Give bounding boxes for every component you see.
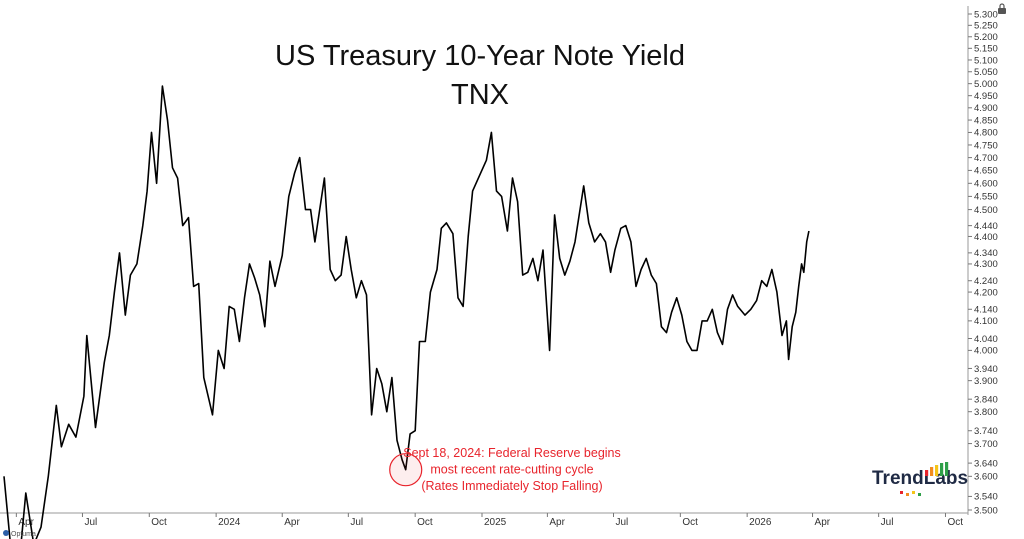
logo-bar [930,467,934,476]
logo-dot [900,491,903,494]
chart-title-group: US Treasury 10-Year Note Yield TNX [275,40,685,111]
y-tick-label: 5.100 [974,55,998,66]
logo-bar [945,462,949,476]
annotation-text-line: Sept 18, 2024: Federal Reserve begins [403,446,621,460]
y-tick-label: 4.700 [974,153,998,164]
y-tick-label: 4.600 [974,179,998,190]
y-tick-label: 4.950 [974,91,998,102]
x-tick-label: Apr [284,517,300,528]
y-tick-label: 3.600 [974,472,998,483]
y-tick-label: 4.200 [974,287,998,298]
x-tick-label: Jul [881,517,894,528]
x-axis-ticks: Apr Jul Oct 2024 Apr Jul Oct 2025 Apr Jul Oct 2026 A… [15,513,963,528]
optuma-label: Optuma [11,531,36,538]
logo-dot [912,491,915,494]
y-tick-label: 4.240 [974,276,998,287]
yield-line-series-0 [3,85,810,539]
y-tick-label: 5.250 [974,21,998,32]
y-tick-label: 5.300 [974,9,998,20]
y-tick-label: 4.800 [974,128,998,139]
lock-body [998,8,1006,14]
y-tick-label: 3.500 [974,505,998,516]
x-tick-label: Apr [549,517,565,528]
logo-bar [935,465,939,476]
annotation-text-line: most recent rate-cutting cycle [430,463,593,477]
lock-icon[interactable] [998,3,1006,14]
y-tick-label: 4.850 [974,115,998,126]
optuma-icon [3,530,9,536]
y-tick-label: 5.150 [974,44,998,55]
y-tick-label: 4.500 [974,205,998,216]
footer: Optuma [3,530,36,538]
x-tick-label: Oct [682,517,698,528]
y-tick-label: 3.740 [974,426,998,437]
logo-bar [940,463,944,476]
y-tick-label: 4.140 [974,305,998,316]
chart-title: US Treasury 10-Year Note Yield [275,40,685,72]
rate-cut-annotation: Sept 18, 2024: Federal Reserve begins mos… [389,446,621,493]
x-tick-label: Oct [151,517,167,528]
trendlabs-logo-text: TrendLabs [872,468,968,489]
y-tick-label: 4.000 [974,346,998,357]
x-tick-label: Jul [615,517,628,528]
y-tick-label: 3.900 [974,376,998,387]
y-tick-label: 4.100 [974,316,998,327]
logo-dot [906,493,909,496]
x-tick-label: 2026 [749,517,772,528]
logo-dot [918,493,921,496]
y-tick-label: 4.440 [974,221,998,232]
x-tick-label: Apr [18,517,34,528]
y-tick-label: 4.750 [974,140,998,151]
y-tick-label: 5.200 [974,32,998,43]
y-tick-label: 5.050 [974,67,998,78]
y-tick-label: 4.550 [974,192,998,203]
x-tick-label: Apr [815,517,831,528]
y-tick-label: 4.340 [974,248,998,259]
y-axis-ticks: 5.3005.2505.2005.1505.1005.0505.0004.950… [968,9,998,516]
x-tick-label: Oct [417,517,433,528]
x-tick-label: Jul [350,517,363,528]
y-tick-label: 3.800 [974,407,998,418]
x-tick-label: Jul [84,517,97,528]
y-tick-label: 3.700 [974,439,998,450]
y-tick-label: 3.840 [974,394,998,405]
axes [0,6,969,515]
chart-subtitle: TNX [451,79,509,111]
plot-area [3,85,810,539]
y-tick-label: 4.300 [974,259,998,270]
y-tick-label: 3.540 [974,492,998,503]
y-tick-label: 4.400 [974,232,998,243]
y-tick-label: 3.940 [974,364,998,375]
x-tick-label: Oct [947,517,963,528]
y-tick-label: 4.040 [974,334,998,345]
annotation-text-line: (Rates Immediately Stop Falling) [421,479,602,493]
x-tick-label: 2025 [484,517,507,528]
lock-shackle [999,3,1005,8]
y-tick-label: 5.000 [974,79,998,90]
annotation-circle [389,453,423,487]
y-tick-label: 4.900 [974,103,998,114]
y-tick-label: 4.650 [974,166,998,177]
logo-bar [925,470,929,476]
y-tick-label: 3.640 [974,458,998,469]
x-tick-label: 2024 [218,517,241,528]
trendlabs-logo: TrendLabs [872,462,968,496]
